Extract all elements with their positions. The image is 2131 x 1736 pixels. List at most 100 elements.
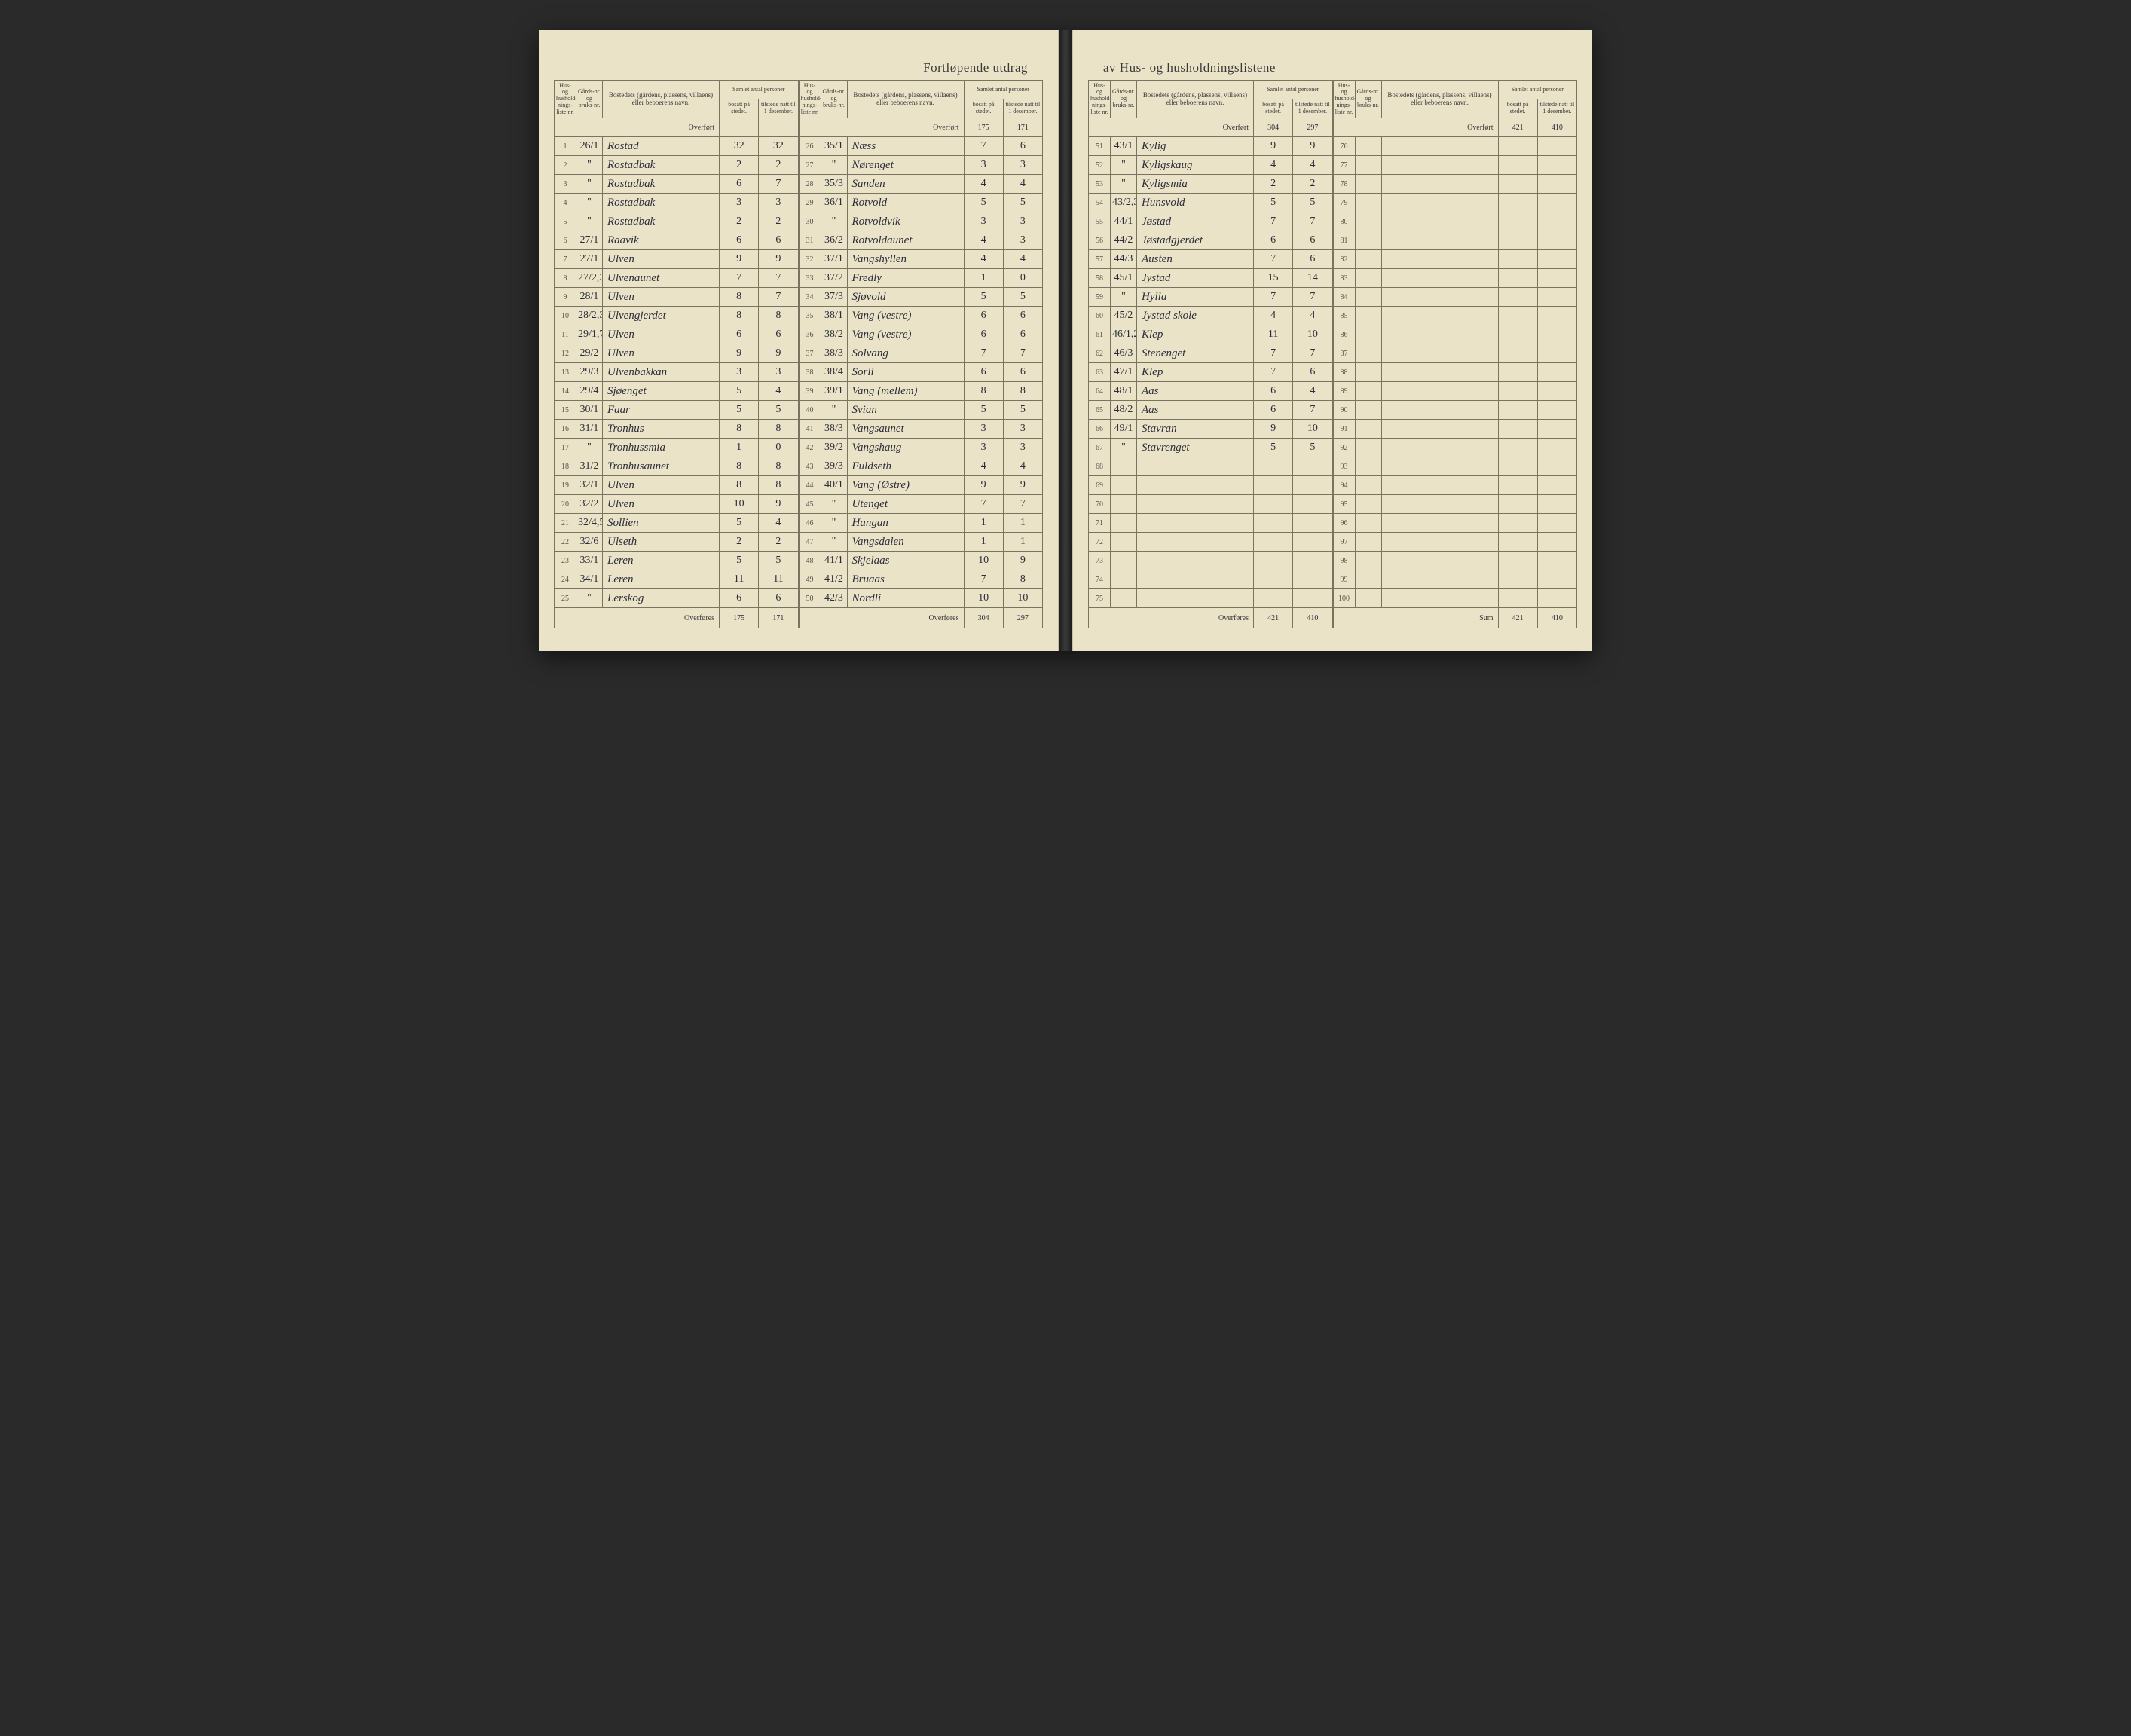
row-number: 58 — [1089, 269, 1111, 288]
gards-nr: 36/1 — [821, 194, 847, 212]
hdr-bosted: Bostedets (gårdens, plassens, villaens) … — [1137, 81, 1254, 118]
table-row: 33 37/2 Fredly 1 0 — [799, 269, 1043, 288]
row-number: 35 — [799, 307, 821, 326]
gards-nr: 38/1 — [821, 307, 847, 326]
bosted-navn: Vang (Østre) — [847, 476, 964, 495]
bosted-navn: Ulvengjerdet — [603, 307, 720, 326]
table-row: 69 — [1089, 476, 1333, 495]
row-number: 64 — [1089, 382, 1111, 401]
bosatt-count: 5 — [964, 194, 1003, 212]
gards-nr: 38/3 — [821, 344, 847, 363]
tilstede-count — [1537, 326, 1576, 344]
gards-nr: " — [821, 212, 847, 231]
gards-nr — [1355, 589, 1381, 608]
bosted-navn: Ulvenbakkan — [603, 363, 720, 382]
bosted-navn — [1381, 363, 1498, 382]
table-row: 80 — [1333, 212, 1577, 231]
bosatt-count: 5 — [720, 552, 759, 570]
gards-nr: 32/4,5 — [576, 514, 603, 533]
bosted-navn — [1137, 589, 1254, 608]
bosatt-count — [1498, 382, 1537, 401]
row-number: 82 — [1333, 250, 1355, 269]
gards-nr — [1355, 552, 1381, 570]
overfort-bosatt: 175 — [964, 118, 1003, 137]
bosted-navn: Ulven — [603, 250, 720, 269]
bosted-navn: Næss — [847, 137, 964, 156]
ledger-table: Hus- og hushold-nings-liste nr. Gårds-nr… — [799, 80, 1044, 628]
table-row: 46 " Hangan 1 1 — [799, 514, 1043, 533]
table-row: 72 — [1089, 533, 1333, 552]
bosted-navn: Rotvoldaunet — [847, 231, 964, 250]
gards-nr — [1111, 476, 1137, 495]
bosatt-count: 1 — [964, 514, 1003, 533]
overfort-tilstede: 410 — [1537, 118, 1576, 137]
table-row: 25 " Lerskog 6 6 — [555, 589, 799, 608]
table-row: 75 — [1089, 589, 1333, 608]
table-row: 90 — [1333, 401, 1577, 420]
tilstede-count: 4 — [759, 382, 798, 401]
table-row: 30 " Rotvoldvik 3 3 — [799, 212, 1043, 231]
gards-nr: 44/1 — [1111, 212, 1137, 231]
row-number: 28 — [799, 175, 821, 194]
bosatt-count — [1254, 495, 1293, 514]
tilstede-count — [1537, 589, 1576, 608]
bosatt-count: 9 — [1254, 137, 1293, 156]
gards-nr: 47/1 — [1111, 363, 1137, 382]
gards-nr: 38/3 — [821, 420, 847, 439]
row-number: 19 — [555, 476, 576, 495]
row-number: 97 — [1333, 533, 1355, 552]
hdr-samlet: Samlet antal personer — [720, 81, 799, 99]
row-number: 45 — [799, 495, 821, 514]
bosatt-count — [1498, 457, 1537, 476]
overfores-row: Overføres 304 297 — [799, 608, 1043, 628]
table-row: 48 41/1 Skjelaas 10 9 — [799, 552, 1043, 570]
overfores-bosatt: 304 — [964, 608, 1003, 628]
tilstede-count: 0 — [1003, 269, 1042, 288]
bosatt-count: 8 — [964, 382, 1003, 401]
hdr-samlet: Samlet antal personer — [964, 81, 1043, 99]
gards-nr: 46/3 — [1111, 344, 1137, 363]
gards-nr: 44/2 — [1111, 231, 1137, 250]
hdr-bosted: Bostedets (gårdens, plassens, villaens) … — [847, 81, 964, 118]
table-row: 20 32/2 Ulven 10 9 — [555, 495, 799, 514]
table-row: 89 — [1333, 382, 1577, 401]
bosted-navn — [1381, 589, 1498, 608]
bosatt-count: 8 — [720, 288, 759, 307]
gards-nr: 46/1,2 — [1111, 326, 1137, 344]
table-row: 37 38/3 Solvang 7 7 — [799, 344, 1043, 363]
bosatt-count: 32 — [720, 137, 759, 156]
tilstede-count — [1293, 552, 1332, 570]
bosted-navn: Vangshyllen — [847, 250, 964, 269]
row-number: 96 — [1333, 514, 1355, 533]
tilstede-count — [1537, 439, 1576, 457]
table-row: 88 — [1333, 363, 1577, 382]
table-row: 81 — [1333, 231, 1577, 250]
tilstede-count — [1537, 533, 1576, 552]
table-row: 84 — [1333, 288, 1577, 307]
row-number: 38 — [799, 363, 821, 382]
bosatt-count: 1 — [720, 439, 759, 457]
table-row: 8 27/2,3,4,5 Ulvenaunet 7 7 — [555, 269, 799, 288]
tilstede-count — [1537, 194, 1576, 212]
gards-nr — [1355, 175, 1381, 194]
bosatt-count — [1498, 288, 1537, 307]
tilstede-count — [1537, 288, 1576, 307]
hdr-tilstede: tilstede natt til 1 desember. — [1293, 99, 1332, 118]
bosatt-count: 3 — [964, 420, 1003, 439]
gards-nr — [1355, 457, 1381, 476]
table-row: 34 37/3 Sjøvold 5 5 — [799, 288, 1043, 307]
hdr-bosatt: bosatt på stedet. — [1254, 99, 1293, 118]
row-number: 88 — [1333, 363, 1355, 382]
gards-nr — [1355, 194, 1381, 212]
gards-nr: 45/1 — [1111, 269, 1137, 288]
table-header: Hus- og hushold-nings-liste nr. Gårds-nr… — [799, 81, 1043, 118]
gards-nr — [1111, 514, 1137, 533]
table-row: 64 48/1 Aas 6 4 — [1089, 382, 1333, 401]
table-row: 58 45/1 Jystad 15 14 — [1089, 269, 1333, 288]
bosted-navn: Stavrenget — [1137, 439, 1254, 457]
table-header: Hus- og hushold-nings-liste nr. Gårds-nr… — [555, 81, 799, 118]
bosted-navn — [1381, 269, 1498, 288]
gards-nr: " — [576, 589, 603, 608]
bosted-navn — [1381, 457, 1498, 476]
table-row: 50 42/3 Nordli 10 10 — [799, 589, 1043, 608]
